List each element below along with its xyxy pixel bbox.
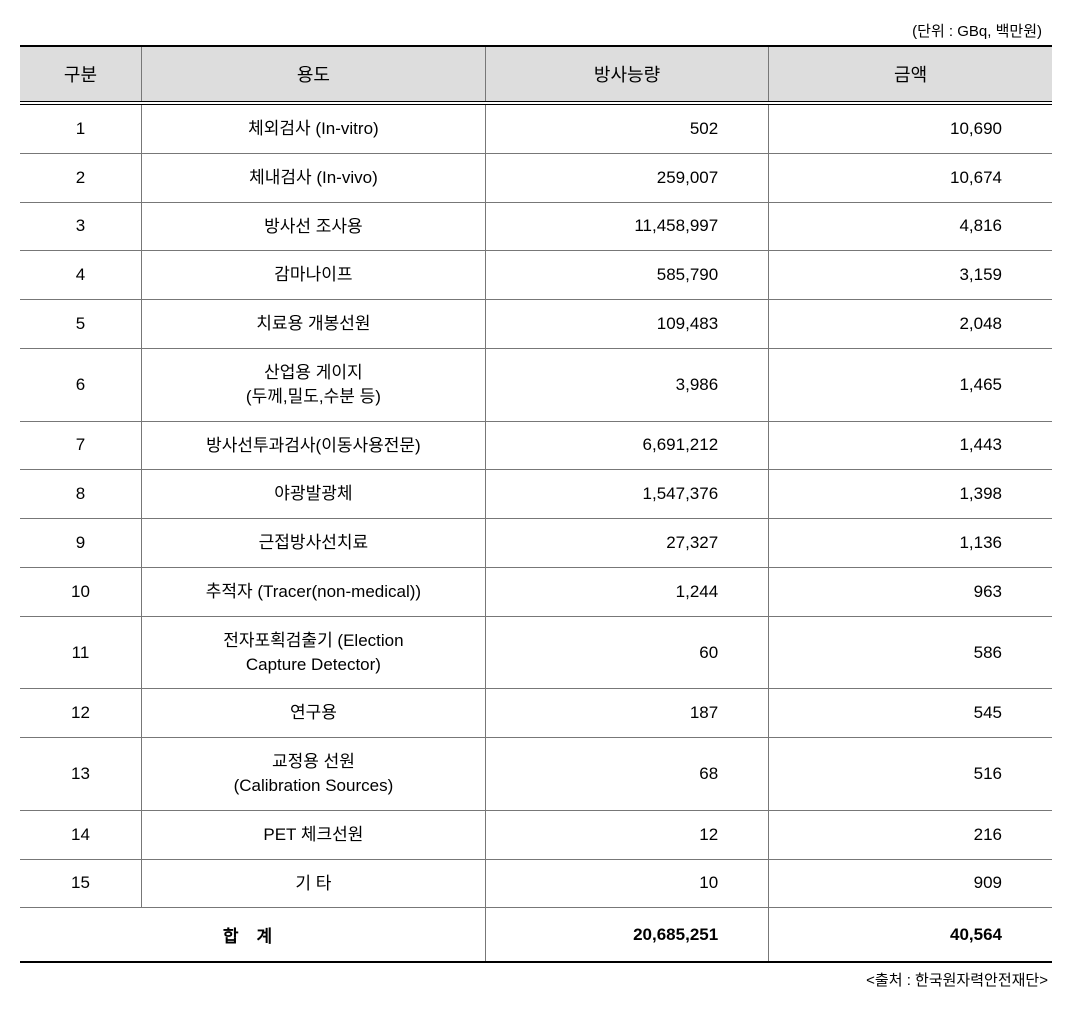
cell-no: 11 [20, 616, 141, 689]
cell-no: 1 [20, 105, 141, 154]
cell-radioactivity: 1,547,376 [485, 470, 768, 519]
cell-amount: 10,674 [769, 153, 1052, 202]
cell-no: 2 [20, 153, 141, 202]
cell-purpose: 치료용 개봉선원 [141, 300, 485, 349]
cell-no: 7 [20, 421, 141, 470]
cell-no: 15 [20, 859, 141, 908]
cell-amount: 1,136 [769, 519, 1052, 568]
cell-purpose: 야광발광체 [141, 470, 485, 519]
cell-purpose: 교정용 선원(Calibration Sources) [141, 738, 485, 811]
table-row: 10추적자 (Tracer(non-medical))1,244963 [20, 567, 1052, 616]
cell-radioactivity: 68 [485, 738, 768, 811]
table-row: 5치료용 개봉선원109,4832,048 [20, 300, 1052, 349]
cell-amount: 963 [769, 567, 1052, 616]
table-row: 14PET 체크선원12216 [20, 810, 1052, 859]
table-row: 8야광발광체1,547,3761,398 [20, 470, 1052, 519]
total-amount: 40,564 [769, 908, 1052, 963]
table-container: (단위 : GBq, 백만원) 구분 용도 방사능량 금액 1체외검사 (In-… [20, 20, 1052, 990]
total-radioactivity: 20,685,251 [485, 908, 768, 963]
table-row: 2체내검사 (In-vivo)259,00710,674 [20, 153, 1052, 202]
cell-purpose: 방사선 조사용 [141, 202, 485, 251]
total-label: 합계 [20, 908, 485, 963]
table-header: 구분 용도 방사능량 금액 [20, 46, 1052, 105]
header-no: 구분 [20, 46, 141, 102]
table-row: 1체외검사 (In-vitro)50210,690 [20, 105, 1052, 154]
cell-amount: 1,398 [769, 470, 1052, 519]
cell-purpose: 연구용 [141, 689, 485, 738]
cell-radioactivity: 585,790 [485, 251, 768, 300]
cell-purpose: 근접방사선치료 [141, 519, 485, 568]
cell-purpose: 산업용 게이지(두께,밀도,수분 등) [141, 348, 485, 421]
table-row: 6산업용 게이지(두께,밀도,수분 등)3,9861,465 [20, 348, 1052, 421]
cell-radioactivity: 11,458,997 [485, 202, 768, 251]
cell-purpose: 체외검사 (In-vitro) [141, 105, 485, 154]
cell-radioactivity: 502 [485, 105, 768, 154]
cell-amount: 545 [769, 689, 1052, 738]
table-row: 3방사선 조사용11,458,9974,816 [20, 202, 1052, 251]
cell-amount: 4,816 [769, 202, 1052, 251]
cell-amount: 1,443 [769, 421, 1052, 470]
cell-no: 13 [20, 738, 141, 811]
cell-purpose: 추적자 (Tracer(non-medical)) [141, 567, 485, 616]
cell-purpose: 전자포획검출기 (ElectionCapture Detector) [141, 616, 485, 689]
cell-purpose: 감마나이프 [141, 251, 485, 300]
cell-radioactivity: 187 [485, 689, 768, 738]
header-amount: 금액 [769, 46, 1052, 102]
cell-no: 10 [20, 567, 141, 616]
table-row: 12연구용187545 [20, 689, 1052, 738]
cell-no: 4 [20, 251, 141, 300]
cell-radioactivity: 10 [485, 859, 768, 908]
table-row: 11전자포획검출기 (ElectionCapture Detector)6058… [20, 616, 1052, 689]
table-row: 13교정용 선원(Calibration Sources)68516 [20, 738, 1052, 811]
cell-radioactivity: 259,007 [485, 153, 768, 202]
cell-no: 9 [20, 519, 141, 568]
cell-amount: 216 [769, 810, 1052, 859]
unit-label: (단위 : GBq, 백만원) [20, 20, 1052, 41]
table-row: 9근접방사선치료27,3271,136 [20, 519, 1052, 568]
table-row: 7방사선투과검사(이동사용전문)6,691,2121,443 [20, 421, 1052, 470]
source-label: <출처 : 한국원자력안전재단> [20, 969, 1052, 990]
cell-amount: 3,159 [769, 251, 1052, 300]
cell-purpose: 기 타 [141, 859, 485, 908]
cell-radioactivity: 6,691,212 [485, 421, 768, 470]
header-radioactivity: 방사능량 [485, 46, 768, 102]
cell-amount: 2,048 [769, 300, 1052, 349]
cell-purpose: 방사선투과검사(이동사용전문) [141, 421, 485, 470]
cell-amount: 10,690 [769, 105, 1052, 154]
cell-radioactivity: 12 [485, 810, 768, 859]
cell-radioactivity: 3,986 [485, 348, 768, 421]
cell-no: 3 [20, 202, 141, 251]
cell-amount: 586 [769, 616, 1052, 689]
cell-purpose: PET 체크선원 [141, 810, 485, 859]
cell-amount: 1,465 [769, 348, 1052, 421]
cell-no: 6 [20, 348, 141, 421]
header-purpose: 용도 [141, 46, 485, 102]
cell-no: 12 [20, 689, 141, 738]
table-row: 15기 타10909 [20, 859, 1052, 908]
cell-radioactivity: 27,327 [485, 519, 768, 568]
cell-radioactivity: 109,483 [485, 300, 768, 349]
cell-radioactivity: 60 [485, 616, 768, 689]
table-body: 1체외검사 (In-vitro)50210,6902체내검사 (In-vivo)… [20, 105, 1052, 908]
cell-no: 8 [20, 470, 141, 519]
data-table: 구분 용도 방사능량 금액 1체외검사 (In-vitro)50210,6902… [20, 45, 1052, 963]
table-row: 4감마나이프585,7903,159 [20, 251, 1052, 300]
cell-purpose: 체내검사 (In-vivo) [141, 153, 485, 202]
table-footer: 합계 20,685,251 40,564 [20, 908, 1052, 963]
cell-amount: 516 [769, 738, 1052, 811]
cell-no: 5 [20, 300, 141, 349]
cell-radioactivity: 1,244 [485, 567, 768, 616]
cell-no: 14 [20, 810, 141, 859]
cell-amount: 909 [769, 859, 1052, 908]
